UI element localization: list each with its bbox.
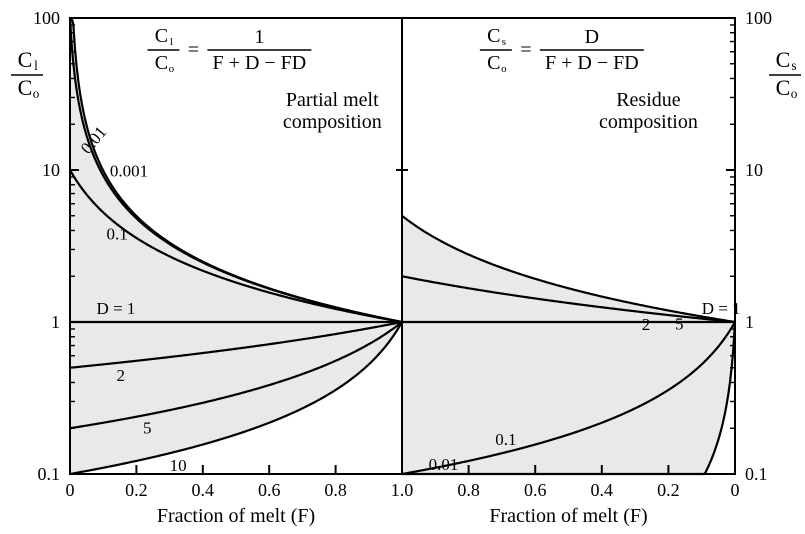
x-tick-label: 0.8: [324, 480, 347, 500]
y-tick-label-right: 1: [745, 312, 754, 332]
x-tick-label: 0: [731, 480, 740, 500]
svg-text:o: o: [501, 63, 507, 75]
y-axis-label-right: CsCo: [769, 47, 801, 101]
svg-text:=: =: [188, 39, 199, 61]
x-tick-label: 1.0: [391, 480, 414, 500]
curve-label: 5: [143, 418, 152, 437]
curve-label: D = 1: [97, 299, 136, 318]
svg-text:o: o: [791, 86, 798, 101]
svg-text:C: C: [776, 47, 791, 72]
y-tick-label-right: 100: [745, 8, 772, 28]
svg-text:C: C: [776, 75, 791, 100]
equation-left: ClCo = 1 F + D − FD: [147, 25, 311, 75]
y-tick-label-right: 0.1: [745, 464, 768, 484]
left-shaded-region: [70, 18, 402, 474]
svg-text:l: l: [34, 58, 38, 73]
svg-text:C: C: [18, 47, 33, 72]
curve-label: D = 1: [702, 299, 741, 318]
curve-label: 2: [642, 315, 651, 334]
chart-svg: 0.1 0.1 1 1 10 10 100 100 0 0 0.2 0.2 0.4 0.4 0.6 0.6 0.…: [0, 0, 805, 534]
x-axis-label-left: Fraction of melt (F): [157, 505, 315, 527]
curve-label: 0.1: [495, 430, 516, 449]
panel-title-left: Partial melt: [286, 89, 379, 111]
x-tick-label: 0.6: [258, 480, 281, 500]
panel-title-right: Residue: [616, 89, 681, 111]
x-tick-label: 0.8: [457, 480, 480, 500]
x-tick-label: 0: [66, 480, 75, 500]
svg-text:o: o: [33, 86, 40, 101]
x-tick-label: 0.2: [125, 480, 148, 500]
y-tick-label-left: 10: [42, 160, 60, 180]
x-tick-label: 0.4: [192, 480, 215, 500]
y-axis-label-left: ClCo: [11, 47, 43, 101]
y-tick-label-left: 1: [51, 312, 60, 332]
curve-label: 0.001: [110, 162, 148, 181]
svg-text:l: l: [170, 36, 173, 48]
svg-text:s: s: [502, 36, 506, 48]
svg-text:F + D − FD: F + D − FD: [545, 52, 639, 74]
svg-text:C: C: [487, 25, 500, 47]
svg-text:C: C: [487, 52, 500, 74]
svg-text:C: C: [155, 25, 168, 47]
panel-title-right: composition: [599, 111, 698, 133]
chart-pair: { "canvas":{"w":805,"h":534}, "plot":{ "…: [0, 0, 805, 534]
curve-label: 10: [170, 456, 187, 475]
svg-text:=: =: [520, 39, 531, 61]
x-axis-label-right: Fraction of melt (F): [489, 505, 647, 527]
svg-text:C: C: [18, 75, 33, 100]
x-tick-label: 0.6: [524, 480, 547, 500]
y-tick-label-left: 0.1: [38, 464, 61, 484]
y-tick-label-right: 10: [745, 160, 763, 180]
svg-text:F + D − FD: F + D − FD: [213, 52, 307, 74]
svg-text:D: D: [585, 26, 599, 48]
equation-right: CsCo = D F + D − FD: [480, 25, 644, 75]
svg-text:1: 1: [254, 26, 264, 48]
y-tick-label-left: 100: [33, 8, 60, 28]
x-tick-label: 0.4: [591, 480, 614, 500]
curve-label: 2: [116, 366, 125, 385]
curve-label: 0.1: [107, 224, 128, 243]
svg-text:C: C: [155, 52, 168, 74]
svg-text:o: o: [169, 63, 175, 75]
panel-title-left: composition: [283, 111, 382, 133]
x-tick-label: 0.2: [657, 480, 680, 500]
curve-label: 0.01: [429, 455, 459, 474]
svg-text:s: s: [791, 58, 796, 73]
